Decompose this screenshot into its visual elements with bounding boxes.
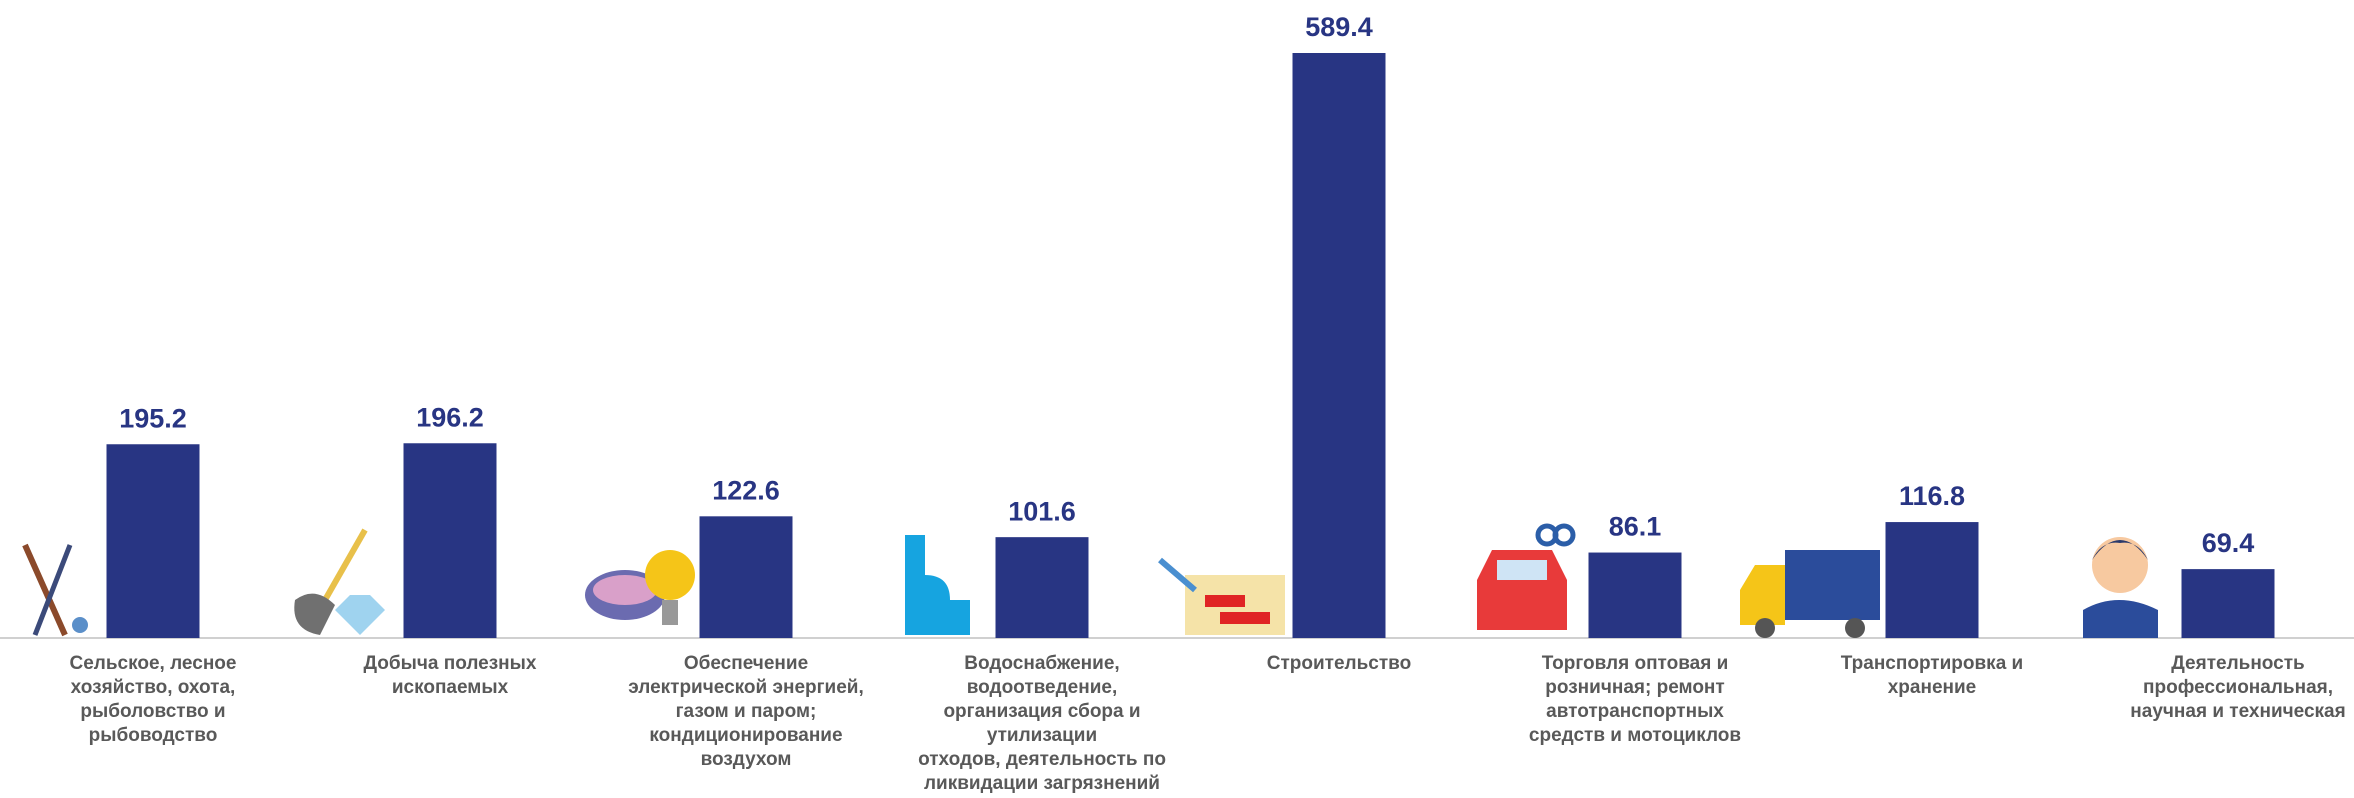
value-label: 196.2 [416,402,484,432]
value-label: 101.6 [1008,496,1076,526]
value-label: 122.6 [712,475,780,505]
category-label: Торговля оптовая и розничная; ремонт автот… [1529,653,1741,746]
value-label: 69.4 [2202,528,2255,558]
icon-mining [294,528,385,635]
bar [1588,552,1682,638]
category-label: Водоснабжение, водоотведение, организация … [918,653,1166,794]
bar [1885,522,1979,638]
category-label: Сельское, лесное хозяйство, охота, рыболов… [70,653,237,746]
icon-trade [1477,523,1576,630]
icon-water [905,535,970,635]
value-label: 195.2 [119,403,187,433]
bar [2181,569,2275,638]
icon-professional [2083,537,2158,638]
bar [106,444,200,638]
bar [1292,53,1386,638]
category-label: Строительство [1267,653,1411,674]
bar [995,537,1089,638]
bar [403,443,497,638]
category-label: Транспортировка и хранение [1841,653,2023,698]
value-label: 86.1 [1609,512,1662,542]
value-label: 589.4 [1305,12,1373,42]
category-label: Обеспечение электрической энергией, газом … [628,653,864,770]
icon-transport [1740,550,1880,638]
category-label: Добыча полезных ископаемых [364,653,537,698]
bar [699,516,793,638]
category-label: Деятельность профессиональная, научная и т… [2130,653,2345,722]
icon-agriculture [22,543,88,637]
value-label: 116.8 [1899,481,1965,511]
icon-construction [1158,557,1285,635]
icon-energy [585,550,695,625]
